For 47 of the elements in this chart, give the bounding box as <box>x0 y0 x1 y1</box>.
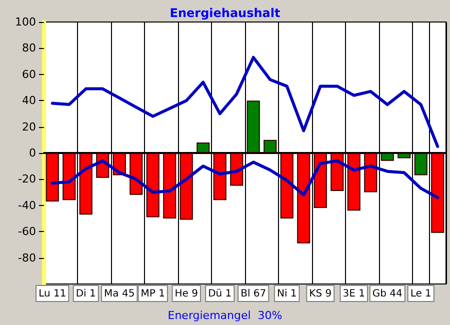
chart-title: Energiehaushalt <box>170 6 280 20</box>
bar <box>297 153 310 244</box>
y-tick-label: 80 <box>22 42 36 55</box>
x-tick-label: Le 1 <box>410 288 432 300</box>
bar <box>280 153 294 218</box>
bar <box>79 153 92 215</box>
line-series <box>50 159 440 200</box>
x-tick-label: Lu 11 <box>38 288 66 300</box>
bar <box>180 153 193 220</box>
x-tick-label: Bl 67 <box>240 288 266 300</box>
y-tick-label: 40 <box>22 94 36 108</box>
bar <box>146 153 160 218</box>
bar <box>414 153 428 176</box>
y-tick-label: -20 <box>18 172 36 186</box>
x-tick-label: Gb 44 <box>372 288 402 300</box>
x-tick-label: 3E 1 <box>342 288 365 300</box>
bar <box>398 153 411 158</box>
bar <box>163 153 176 218</box>
bar <box>330 153 344 191</box>
y-tick-label: 60 <box>22 68 36 81</box>
x-tick-label: Ma 45 <box>104 288 135 300</box>
bar <box>264 140 277 153</box>
bar <box>46 153 59 202</box>
y-tick-label: -60 <box>18 225 36 238</box>
bar <box>62 153 76 200</box>
bar <box>364 153 378 192</box>
text: Energiemangel 30% <box>168 309 282 322</box>
x-tick-label: Dü 1 <box>208 288 232 300</box>
y-tick-label: 20 <box>22 120 36 134</box>
bar <box>246 100 260 153</box>
bar <box>380 153 394 161</box>
x-tick-label: KS 9 <box>309 288 332 300</box>
x-tick-label: Ni 1 <box>276 288 297 300</box>
y-tick-label: 0 <box>29 146 36 160</box>
x-tick-label: MP 1 <box>140 288 165 300</box>
bar <box>314 153 327 208</box>
y-tick-label: -80 <box>18 251 36 264</box>
y-tick-label: -40 <box>18 198 36 212</box>
line-series <box>50 56 440 148</box>
x-tick-label: Di 1 <box>76 288 96 300</box>
bar <box>347 153 360 211</box>
bar <box>196 142 210 153</box>
y-tick-label: 100 <box>15 16 36 28</box>
bar <box>213 153 226 200</box>
bar <box>130 153 143 195</box>
x-tick-label: He 9 <box>174 288 198 300</box>
bar <box>431 153 444 233</box>
